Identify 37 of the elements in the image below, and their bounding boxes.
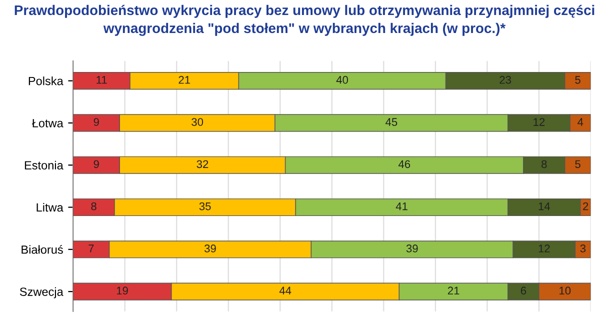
y-tick-label: Litwa xyxy=(36,202,64,212)
data-label: 4 xyxy=(578,118,584,126)
data-label: 21 xyxy=(178,76,190,84)
data-label: 9 xyxy=(94,118,99,126)
data-label: 23 xyxy=(500,76,512,84)
data-label: 39 xyxy=(406,244,418,252)
data-label: 9 xyxy=(94,160,99,168)
data-label: 7 xyxy=(88,244,94,252)
data-label: 21 xyxy=(448,286,460,294)
data-label: 40 xyxy=(336,76,348,84)
data-label: 12 xyxy=(534,118,545,126)
data-label: 41 xyxy=(396,202,408,210)
y-tick-label: Szwecja xyxy=(20,287,64,298)
data-label: 5 xyxy=(575,160,580,168)
data-label: 35 xyxy=(199,202,211,210)
data-label: 8 xyxy=(542,160,547,168)
y-tick-label: Łotwa xyxy=(32,119,64,128)
data-label: 12 xyxy=(538,244,550,252)
data-label: 2 xyxy=(583,202,588,210)
data-label: 45 xyxy=(386,118,398,126)
chart-title: Prawdopodobieństwo wykrycia pracy bez umowy lub otrzymywania przynajmniej części wynagrodzenia "pod stołem" w wybranych krajach (w proc.)* xyxy=(14,4,594,36)
y-tick-label: Estonia xyxy=(24,160,64,170)
data-label: 6 xyxy=(520,286,526,295)
data-label: 19 xyxy=(116,286,128,295)
data-label: 32 xyxy=(196,160,208,168)
data-label: 3 xyxy=(580,244,586,252)
data-label: 30 xyxy=(192,118,204,126)
data-label: 10 xyxy=(560,286,571,295)
data-label: 44 xyxy=(279,286,292,294)
data-label: 14 xyxy=(538,202,550,210)
data-label: 46 xyxy=(398,160,410,168)
data-label: 8 xyxy=(91,202,96,210)
y-tick-label: Białoruś xyxy=(22,244,63,254)
data-label: 39 xyxy=(204,244,216,252)
y-tick-label: Polska xyxy=(28,76,64,86)
data-label: 11 xyxy=(96,76,107,84)
data-label: 5 xyxy=(575,76,580,84)
